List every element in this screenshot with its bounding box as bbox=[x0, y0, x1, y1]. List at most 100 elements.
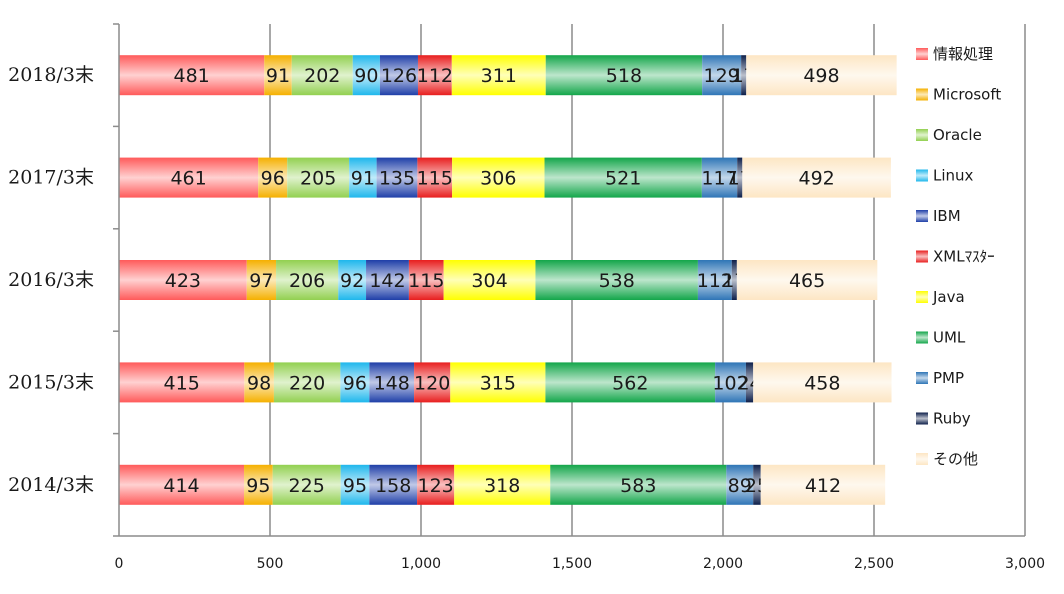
data-label: 412 bbox=[805, 475, 841, 497]
data-label: 562 bbox=[612, 372, 648, 394]
data-label: 458 bbox=[804, 372, 840, 394]
bar-segment-5-3 bbox=[414, 362, 451, 403]
bar-segment-3-0 bbox=[352, 55, 380, 96]
data-label: 120 bbox=[414, 372, 450, 394]
legend-label: IBM bbox=[933, 207, 961, 225]
x-tick-label: 3,000 bbox=[1005, 556, 1045, 572]
bar-segment-3-4 bbox=[340, 464, 370, 505]
data-label: 96 bbox=[343, 372, 367, 394]
bar-segment-8-0 bbox=[702, 55, 742, 96]
bar-segment-6-0 bbox=[451, 55, 546, 96]
legend-label: その他 bbox=[933, 450, 978, 468]
x-tick-label: 2,500 bbox=[854, 556, 894, 572]
data-label: 129 bbox=[704, 65, 740, 87]
bar-segment-1-0 bbox=[264, 55, 292, 96]
bar-segment-5-4 bbox=[417, 464, 455, 505]
bar-segment-8-4 bbox=[726, 464, 754, 505]
data-label: 498 bbox=[803, 65, 839, 87]
bar-segment-7-2 bbox=[535, 260, 698, 300]
data-label: 583 bbox=[620, 475, 656, 497]
bar-segment-10-3 bbox=[753, 362, 892, 403]
data-label: 518 bbox=[606, 65, 642, 87]
data-label: 481 bbox=[173, 65, 209, 87]
legend-label: 情報処理 bbox=[933, 45, 993, 63]
legend-swatch bbox=[916, 129, 928, 141]
bar-segment-4-4 bbox=[369, 464, 418, 505]
bar-segment-7-3 bbox=[545, 362, 716, 403]
bar-segment-10-2 bbox=[736, 260, 878, 300]
bar-segment-0-2 bbox=[119, 260, 247, 300]
bar-segment-0-4 bbox=[119, 464, 245, 505]
legend-label: Microsoft bbox=[933, 86, 1001, 104]
bar-segment-5-2 bbox=[408, 260, 444, 300]
data-label: 91 bbox=[266, 65, 290, 87]
bar-segment-1-2 bbox=[246, 260, 277, 300]
legend-swatch bbox=[916, 453, 928, 465]
data-label: 117 bbox=[701, 168, 737, 190]
bar-segment-6-3 bbox=[450, 362, 546, 403]
data-label: 414 bbox=[163, 475, 199, 497]
bar-segment-4-0 bbox=[379, 55, 418, 96]
legend-swatch bbox=[916, 372, 928, 384]
bar-segment-3-1 bbox=[349, 157, 377, 198]
data-label: 461 bbox=[170, 168, 206, 190]
legend-swatch bbox=[916, 210, 928, 222]
x-tick-label: 0 bbox=[115, 556, 124, 572]
data-label: 318 bbox=[484, 475, 520, 497]
data-label: 148 bbox=[374, 372, 410, 394]
data-label: 89 bbox=[728, 475, 752, 497]
bar-segment-2-2 bbox=[276, 260, 339, 300]
legend-swatch bbox=[916, 48, 928, 60]
legend-label: Ruby bbox=[933, 410, 971, 428]
bar-segment-1-4 bbox=[244, 464, 273, 505]
axes: 2018/3末 2017/3末 2016/3末 2015/3末 2014/3末 0 500 1… bbox=[8, 23, 1045, 572]
bar-segment-6-1 bbox=[452, 157, 545, 198]
data-label: 311 bbox=[481, 65, 517, 87]
legend-label: UML bbox=[933, 329, 966, 347]
data-label: 315 bbox=[480, 372, 516, 394]
bar-segment-5-1 bbox=[417, 157, 453, 198]
bar-segment-9-2 bbox=[731, 260, 737, 300]
bar-segment-6-4 bbox=[454, 464, 551, 505]
data-label: 538 bbox=[599, 270, 635, 292]
legend-label: Java bbox=[932, 288, 965, 306]
data-label: 112 bbox=[697, 270, 733, 292]
legend-swatch bbox=[916, 291, 928, 303]
data-label: 102 bbox=[712, 372, 748, 394]
data-label: 492 bbox=[798, 168, 834, 190]
legend-swatch bbox=[916, 412, 928, 425]
bar-segment-0-1 bbox=[119, 157, 259, 198]
data-label: 415 bbox=[164, 372, 200, 394]
y-tick-label: 2018/3末 bbox=[8, 64, 94, 86]
data-label: 123 bbox=[418, 475, 454, 497]
bar-segment-7-0 bbox=[545, 55, 703, 96]
data-label: 98 bbox=[247, 372, 271, 394]
bar-segment-10-0 bbox=[746, 55, 897, 96]
data-label: 521 bbox=[605, 168, 641, 190]
legend-label: PMP bbox=[933, 369, 964, 387]
bar-segment-10-1 bbox=[742, 157, 891, 198]
data-label: 465 bbox=[789, 270, 825, 292]
bar-segment-2-0 bbox=[291, 55, 353, 96]
data-label: 304 bbox=[471, 270, 507, 292]
x-tick-label: 1,500 bbox=[552, 556, 592, 572]
data-label: 115 bbox=[417, 168, 453, 190]
legend-swatch bbox=[916, 250, 928, 263]
data-label: 92 bbox=[340, 270, 364, 292]
bar-segment-9-1 bbox=[737, 157, 743, 198]
y-tick-label: 2015/3末 bbox=[8, 371, 94, 393]
data-label: 225 bbox=[289, 475, 325, 497]
bar-segment-0-3 bbox=[119, 362, 245, 403]
bar-segment-2-4 bbox=[272, 464, 341, 505]
data-label: 306 bbox=[480, 168, 516, 190]
data-label: 97 bbox=[249, 270, 273, 292]
data-label: 206 bbox=[289, 270, 325, 292]
bar-segment-9-4 bbox=[753, 464, 761, 505]
data-label: 135 bbox=[379, 168, 415, 190]
legend-label: Oracle bbox=[933, 126, 982, 144]
bar-segment-2-1 bbox=[287, 157, 350, 198]
bar-segment-3-2 bbox=[338, 260, 367, 300]
legend-swatch bbox=[916, 88, 928, 101]
data-label: 158 bbox=[375, 475, 411, 497]
